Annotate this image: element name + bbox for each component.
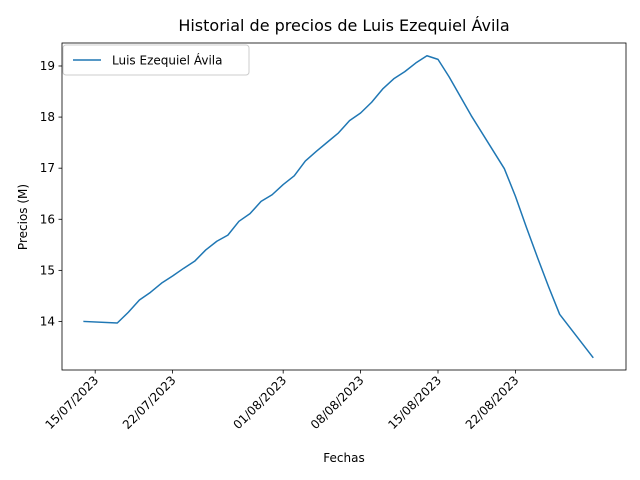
series-line-0 (83, 55, 594, 359)
y-tick-label: 14 (40, 314, 55, 328)
x-axis-label: Fechas (323, 451, 364, 465)
y-tick-label: 16 (40, 212, 55, 226)
legend-frame (62, 44, 250, 76)
plot-frame (61, 42, 627, 371)
y-tick-label: 17 (40, 161, 55, 175)
plot-area (83, 55, 594, 359)
legend: Luis Ezequiel Ávila (62, 44, 250, 76)
y-tick-label: 19 (40, 59, 55, 73)
y-tick-label: 18 (40, 110, 55, 124)
legend-label: Luis Ezequiel Ávila (112, 53, 222, 68)
chart-title: Historial de precios de Luis Ezequiel Áv… (178, 16, 509, 35)
y-tick-label: 15 (40, 263, 55, 277)
y-axis-label: Precios (M) (16, 184, 30, 250)
